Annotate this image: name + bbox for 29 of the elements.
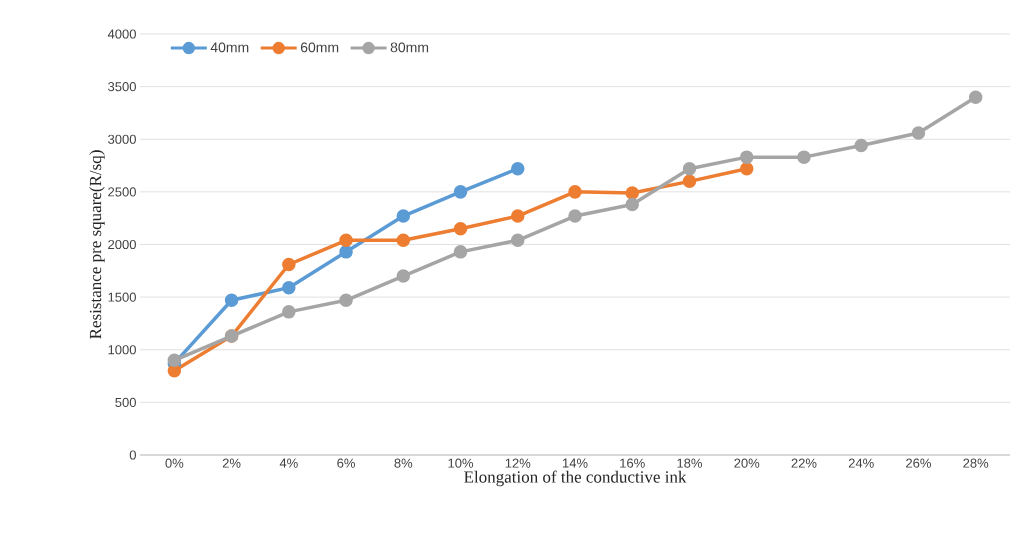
- y-tick-label: 4000: [107, 29, 136, 39]
- y-tick-label: 1500: [108, 292, 136, 302]
- x-tick-label: 16%: [620, 458, 645, 468]
- x-axis-title: Elongation of the conductive ink: [464, 470, 687, 487]
- y-axis-title: Resistance pre square(R/sq): [89, 150, 105, 339]
- legend-label: 60mm: [300, 42, 339, 53]
- legend-label: 80mm: [390, 42, 429, 53]
- x-tick-label: 4%: [279, 458, 298, 468]
- x-tick-label: 6%: [337, 458, 355, 468]
- x-tick-label: 26%: [906, 458, 931, 468]
- y-tick-label: 3000: [108, 134, 136, 144]
- x-tick-label: 28%: [963, 458, 989, 468]
- x-tick-label: 22%: [791, 458, 817, 468]
- x-tick-label: 18%: [677, 458, 703, 468]
- x-tick-label: 20%: [734, 458, 760, 468]
- x-tick-label: 12%: [505, 458, 531, 468]
- y-tick-label: 1000: [108, 345, 136, 355]
- x-tick-label: 8%: [394, 458, 413, 468]
- x-tick-label: 0%: [165, 458, 184, 468]
- x-tick-label: 24%: [848, 458, 874, 468]
- y-tick-label: 2000: [108, 239, 136, 250]
- y-tick-label: 0: [129, 450, 136, 460]
- legend-label: 40mm: [210, 42, 249, 53]
- y-tick-label: 2500: [108, 187, 136, 197]
- y-tick-label: 500: [115, 397, 136, 407]
- y-tick-label: 3500: [108, 82, 136, 92]
- x-tick-label: 10%: [448, 458, 474, 468]
- x-tick-label: 14%: [562, 458, 588, 468]
- x-tick-label: 2%: [222, 458, 241, 468]
